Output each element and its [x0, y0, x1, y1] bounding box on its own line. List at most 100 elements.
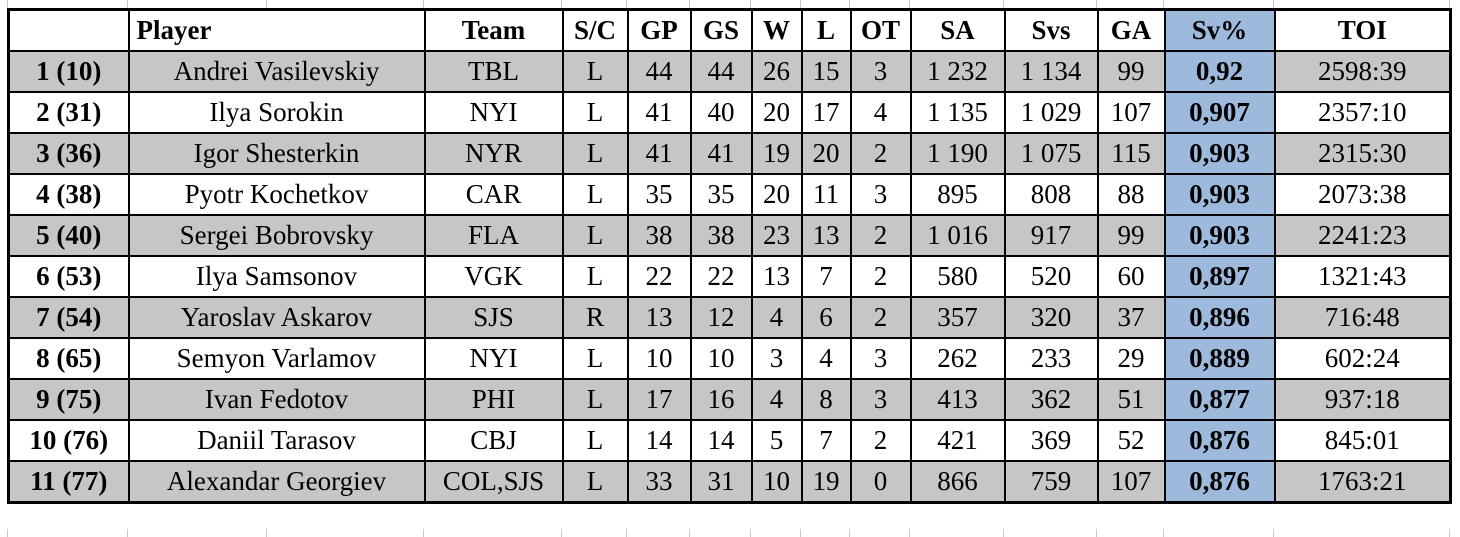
- cell-ot: 3: [849, 337, 912, 380]
- gridline-tick: [1273, 529, 1274, 537]
- cell-gs: 12: [689, 296, 753, 339]
- cell-player: Pyotr Kochetkov: [127, 173, 426, 216]
- gridline-tick: [1163, 0, 1164, 8]
- gridline-tick: [909, 529, 910, 537]
- column-header-ga: GA: [1096, 8, 1166, 52]
- table-row: 6 (53) Ilya Samsonov VGK L 22 22 13 7 2 580 520 60 0…: [7, 255, 1452, 298]
- cell-w: 23: [750, 214, 803, 257]
- cell-svpct: 0,92: [1163, 50, 1276, 93]
- cell-gs: 40: [689, 91, 753, 134]
- cell-rank: 3 (36): [7, 132, 130, 175]
- cell-svpct: 0,877: [1163, 378, 1276, 421]
- gridline-tick: [1003, 529, 1004, 537]
- column-header-player: Player: [127, 8, 426, 52]
- cell-sa: 580: [909, 255, 1006, 298]
- cell-sc: L: [561, 214, 629, 257]
- cell-svs: 808: [1003, 173, 1099, 216]
- cell-rank: 8 (65): [7, 337, 130, 380]
- table-row: 11 (77) Alexandar Georgiev COL,SJS L 33 31 10 1…: [7, 460, 1452, 504]
- cell-svpct: 0,876: [1163, 419, 1276, 462]
- cell-ot: 3: [849, 50, 912, 93]
- bottom-gridlines: [0, 529, 1460, 537]
- gridline-tick: [7, 0, 8, 8]
- cell-gp: 17: [626, 378, 692, 421]
- cell-gs: 41: [689, 132, 753, 175]
- cell-svs: 320: [1003, 296, 1099, 339]
- gridline-tick: [626, 0, 627, 8]
- column-header-svpct: Sv%: [1163, 8, 1276, 52]
- cell-toi: 937:18: [1273, 378, 1452, 421]
- cell-sc: L: [561, 378, 629, 421]
- gridline-tick: [750, 0, 751, 8]
- cell-svs: 1 029: [1003, 91, 1099, 134]
- table-header: Player Team S/C GP GS W L OT SA Svs GA Sv% TOI: [7, 8, 1452, 52]
- column-header-gp: GP: [626, 8, 692, 52]
- cell-gp: 10: [626, 337, 692, 380]
- cell-ga: 52: [1096, 419, 1166, 462]
- cell-l: 4: [800, 337, 852, 380]
- table-row: 4 (38) Pyotr Kochetkov CAR L 35 35 20 11 3 895 808…: [7, 173, 1452, 216]
- cell-sc: L: [561, 132, 629, 175]
- column-header-toi: TOI: [1273, 8, 1452, 52]
- gridline-tick: [1273, 0, 1274, 8]
- cell-w: 5: [750, 419, 803, 462]
- gridline-tick: [750, 529, 751, 537]
- cell-toi: 2073:38: [1273, 173, 1452, 216]
- cell-sa: 1 016: [909, 214, 1006, 257]
- cell-ga: 51: [1096, 378, 1166, 421]
- cell-svpct: 0,903: [1163, 132, 1276, 175]
- cell-ga: 99: [1096, 50, 1166, 93]
- column-header-w: W: [750, 8, 803, 52]
- cell-gs: 16: [689, 378, 753, 421]
- cell-team: PHI: [423, 378, 564, 421]
- cell-svs: 233: [1003, 337, 1099, 380]
- cell-rank: 4 (38): [7, 173, 130, 216]
- cell-sc: L: [561, 50, 629, 93]
- column-header-rank: [7, 8, 130, 52]
- table-body: 1 (10) Andrei Vasilevskiy TBL L 44 44 26 15 3 1 2…: [7, 50, 1452, 504]
- table-row: 7 (54) Yaroslav Askarov SJS R 13 12 4 6 2 357 320 3…: [7, 296, 1452, 339]
- gridline-tick: [561, 529, 562, 537]
- cell-w: 4: [750, 378, 803, 421]
- cell-gp: 44: [626, 50, 692, 93]
- gridline-tick: [266, 529, 267, 537]
- cell-gp: 38: [626, 214, 692, 257]
- cell-ga: 37: [1096, 296, 1166, 339]
- cell-ga: 107: [1096, 460, 1166, 504]
- cell-sa: 1 232: [909, 50, 1006, 93]
- cell-toi: 2315:30: [1273, 132, 1452, 175]
- top-gridlines: [0, 0, 1460, 8]
- gridline-tick: [800, 0, 801, 8]
- cell-l: 7: [800, 255, 852, 298]
- cell-team: FLA: [423, 214, 564, 257]
- cell-sa: 421: [909, 419, 1006, 462]
- cell-player: Sergei Bobrovsky: [127, 214, 426, 257]
- cell-team: COL,SJS: [423, 460, 564, 504]
- cell-gp: 22: [626, 255, 692, 298]
- column-header-gs: GS: [689, 8, 753, 52]
- cell-svpct: 0,897: [1163, 255, 1276, 298]
- cell-sc: L: [561, 419, 629, 462]
- cell-sc: R: [561, 296, 629, 339]
- cell-gp: 35: [626, 173, 692, 216]
- cell-sc: L: [561, 337, 629, 380]
- cell-rank: 2 (31): [7, 91, 130, 134]
- gridline-tick: [1003, 0, 1004, 8]
- cell-toi: 2241:23: [1273, 214, 1452, 257]
- cell-svpct: 0,903: [1163, 214, 1276, 257]
- cell-sa: 357: [909, 296, 1006, 339]
- cell-l: 15: [800, 50, 852, 93]
- cell-team: TBL: [423, 50, 564, 93]
- cell-ga: 115: [1096, 132, 1166, 175]
- cell-ot: 2: [849, 419, 912, 462]
- cell-ot: 4: [849, 91, 912, 134]
- cell-svpct: 0,896: [1163, 296, 1276, 339]
- cell-ot: 2: [849, 255, 912, 298]
- gridline-tick: [800, 529, 801, 537]
- cell-player: Yaroslav Askarov: [127, 296, 426, 339]
- cell-rank: 10 (76): [7, 419, 130, 462]
- cell-gs: 14: [689, 419, 753, 462]
- cell-team: CBJ: [423, 419, 564, 462]
- cell-sc: L: [561, 255, 629, 298]
- gridline-tick: [127, 0, 128, 8]
